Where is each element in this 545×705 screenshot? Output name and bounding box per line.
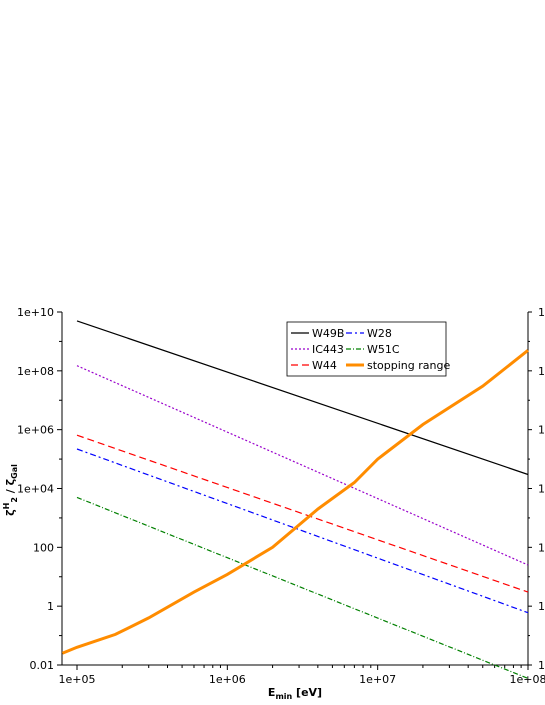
y-tick-label: 1 — [47, 600, 54, 613]
legend: W49B W28 IC443 W51C W44 stopping range — [286, 321, 450, 377]
legend-label: IC443 — [312, 343, 344, 356]
axes-frame: 0.01 1 100 1e+04 1e+06 1e+08 1e+10 1 1 1 1 1 1 1 1e+05… — [17, 306, 545, 686]
legend-label: W44 — [312, 359, 337, 372]
series-line-w49b — [76, 320, 529, 476]
series-line-ic443 — [76, 365, 529, 566]
y-tick-label: 100 — [33, 541, 54, 554]
series-line-w44 — [76, 434, 529, 593]
legend-label: W51C — [367, 343, 400, 356]
y-tick-label: 0.01 — [30, 659, 55, 672]
legend-label: W49B — [312, 327, 344, 340]
right-tick-label: 1 — [538, 600, 545, 613]
right-tick-label: 1 — [538, 659, 545, 672]
series-layer — [61, 320, 529, 679]
y-tick-label: 1e+06 — [17, 424, 54, 437]
right-tick-label: 1 — [538, 541, 545, 554]
x-tick-label: 1e+08 — [510, 673, 545, 686]
legend-label: stopping range — [367, 359, 450, 372]
right-tick-label: 1 — [538, 365, 545, 378]
y-axis-title: ζH2 / ζGal — [2, 464, 19, 516]
y-tick-label: 1e+04 — [17, 483, 54, 496]
x-tick-label: 1e+05 — [59, 673, 96, 686]
right-tick-label: 1 — [538, 306, 545, 319]
series-line-w51c — [76, 496, 529, 679]
right-tick-label: 1 — [538, 424, 545, 437]
x-tick-label: 1e+07 — [359, 673, 396, 686]
legend-box — [286, 321, 447, 377]
y-tick-label: 1e+08 — [17, 365, 54, 378]
right-tick-label: 1 — [538, 483, 545, 496]
y-tick-label: 1e+10 — [17, 306, 54, 319]
series-line-w28 — [76, 448, 529, 614]
x-tick-label: 1e+06 — [209, 673, 246, 686]
x-axis-title: Emin [eV] — [268, 686, 322, 701]
series-line-stopping-range — [61, 349, 529, 655]
legend-label: W28 — [367, 327, 392, 340]
